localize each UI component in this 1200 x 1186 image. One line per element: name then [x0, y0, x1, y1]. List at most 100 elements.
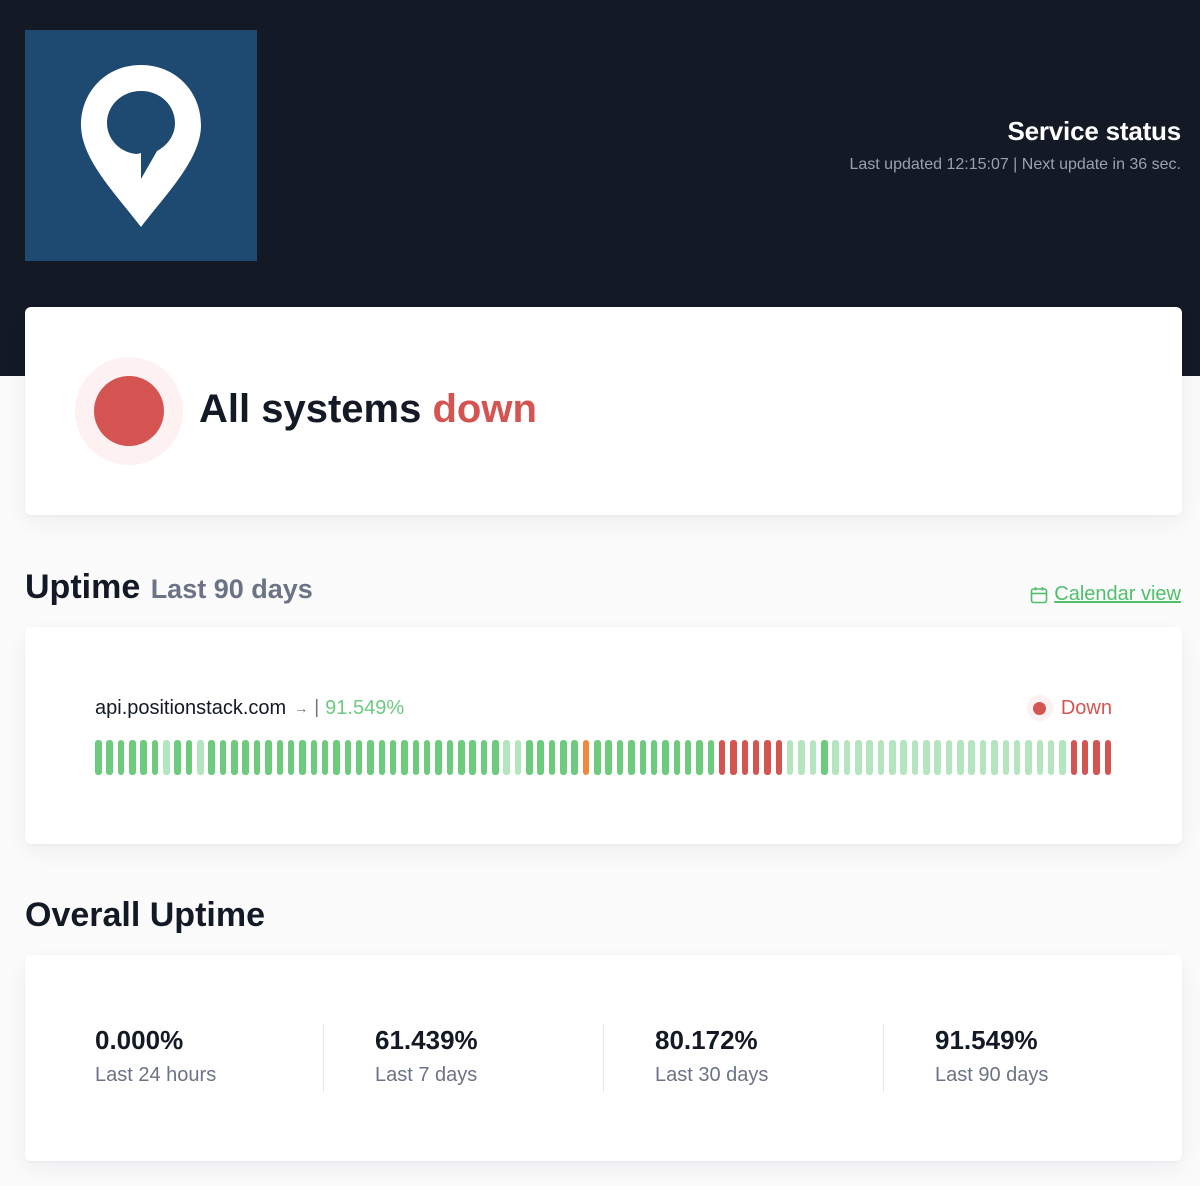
uptime-day-bar[interactable]	[333, 740, 340, 775]
uptime-day-bar[interactable]	[129, 740, 136, 775]
uptime-day-bar[interactable]	[809, 740, 817, 775]
calendar-view-link[interactable]: Calendar view	[1030, 583, 1181, 606]
uptime-day-bar[interactable]	[253, 740, 261, 775]
uptime-day-bar[interactable]	[321, 740, 329, 775]
uptime-day-bar[interactable]	[684, 740, 692, 775]
uptime-day-bar[interactable]	[276, 740, 283, 775]
uptime-day-bar[interactable]	[435, 740, 442, 775]
logo[interactable]	[25, 30, 257, 261]
uptime-day-bar[interactable]	[503, 740, 510, 775]
uptime-day-bar[interactable]	[991, 740, 998, 775]
uptime-day-bar[interactable]	[423, 740, 431, 775]
uptime-day-bar[interactable]	[696, 740, 703, 775]
uptime-day-bar[interactable]	[185, 740, 193, 775]
uptime-day-bar[interactable]	[1047, 740, 1055, 775]
uptime-day-bar[interactable]	[401, 740, 408, 775]
uptime-day-bar[interactable]	[469, 740, 476, 775]
uptime-day-bar[interactable]	[367, 740, 374, 775]
uptime-day-bar[interactable]	[242, 740, 249, 775]
uptime-day-bar[interactable]	[911, 740, 919, 775]
uptime-day-bar[interactable]	[1093, 740, 1100, 775]
uptime-day-bar[interactable]	[968, 740, 975, 775]
monitor-status-label: Down	[1060, 696, 1112, 719]
uptime-day-bar[interactable]	[662, 740, 669, 775]
uptime-day-bar[interactable]	[821, 740, 828, 775]
uptime-day-bar[interactable]	[265, 740, 272, 775]
uptime-day-bar[interactable]	[730, 740, 737, 775]
uptime-day-bar[interactable]	[412, 740, 420, 775]
uptime-day-bar[interactable]	[1013, 740, 1021, 775]
uptime-day-bar[interactable]	[140, 740, 147, 775]
status-indicator	[75, 357, 183, 465]
uptime-day-bar[interactable]	[355, 740, 363, 775]
uptime-day-bar[interactable]	[344, 740, 352, 775]
uptime-day-bar[interactable]	[764, 740, 771, 775]
uptime-day-bar[interactable]	[389, 740, 397, 775]
uptime-day-bar[interactable]	[957, 740, 964, 775]
uptime-day-bar[interactable]	[219, 740, 227, 775]
uptime-day-bar[interactable]	[945, 740, 953, 775]
uptime-day-bar[interactable]	[492, 740, 499, 775]
uptime-day-bar[interactable]	[1070, 740, 1078, 775]
uptime-day-bar[interactable]	[560, 740, 567, 775]
uptime-day-bar[interactable]	[786, 740, 794, 775]
uptime-day-bar[interactable]	[458, 740, 465, 775]
uptime-day-bar[interactable]	[571, 740, 578, 775]
uptime-day-bar[interactable]	[979, 740, 987, 775]
uptime-day-bar[interactable]	[537, 740, 544, 775]
uptime-day-bar[interactable]	[514, 740, 522, 775]
uptime-day-bar[interactable]	[378, 740, 386, 775]
uptime-day-bar[interactable]	[117, 740, 125, 775]
uptime-day-bar[interactable]	[287, 740, 295, 775]
uptime-day-bar[interactable]	[934, 740, 941, 775]
uptime-day-bar[interactable]	[106, 740, 113, 775]
calendar-view-label[interactable]: Calendar view	[1054, 583, 1181, 605]
uptime-day-bar[interactable]	[741, 740, 749, 775]
uptime-day-bar[interactable]	[174, 740, 181, 775]
uptime-day-bar[interactable]	[1059, 740, 1066, 775]
uptime-day-bar[interactable]	[923, 740, 930, 775]
uptime-day-bar[interactable]	[197, 740, 204, 775]
uptime-day-bar[interactable]	[628, 740, 635, 775]
uptime-day-bar[interactable]	[1025, 740, 1032, 775]
uptime-day-bar[interactable]	[718, 740, 726, 775]
uptime-day-bar[interactable]	[605, 740, 612, 775]
uptime-day-bar[interactable]	[752, 740, 760, 775]
uptime-day-bar[interactable]	[650, 740, 658, 775]
calendar-icon	[1030, 586, 1048, 603]
uptime-day-bar[interactable]	[480, 740, 488, 775]
uptime-day-bar[interactable]	[1104, 740, 1112, 775]
uptime-day-bar[interactable]	[208, 740, 215, 775]
uptime-day-bar[interactable]	[798, 740, 805, 775]
uptime-day-bar[interactable]	[889, 740, 896, 775]
uptime-day-bar[interactable]	[231, 740, 238, 775]
uptime-day-bar[interactable]	[1002, 740, 1009, 775]
uptime-day-bar[interactable]	[900, 740, 907, 775]
overall-status-text: All systems down	[199, 387, 537, 432]
last-updated-text: Last updated 12:15:07 | Next update in 3…	[849, 156, 1181, 173]
uptime-day-bar[interactable]	[639, 740, 646, 775]
uptime-day-bar[interactable]	[775, 740, 783, 775]
uptime-day-bar[interactable]	[707, 740, 715, 775]
uptime-day-bar[interactable]	[95, 740, 102, 775]
uptime-day-bar[interactable]	[843, 740, 851, 775]
uptime-day-bar[interactable]	[877, 740, 885, 775]
uptime-day-bar[interactable]	[548, 740, 556, 775]
uptime-day-bar[interactable]	[855, 740, 862, 775]
uptime-day-bar[interactable]	[151, 740, 159, 775]
uptime-day-bar[interactable]	[299, 740, 306, 775]
uptime-day-bar[interactable]	[163, 740, 170, 775]
uptime-day-bar[interactable]	[1081, 740, 1089, 775]
uptime-day-bar[interactable]	[866, 740, 873, 775]
uptime-day-bar[interactable]	[673, 740, 681, 775]
uptime-day-bar[interactable]	[446, 740, 454, 775]
arrow-right-icon[interactable]: →	[294, 700, 309, 716]
uptime-day-bar[interactable]	[526, 740, 533, 775]
uptime-day-bar[interactable]	[594, 740, 601, 775]
uptime-day-bar[interactable]	[616, 740, 624, 775]
uptime-day-bar[interactable]	[1036, 740, 1044, 775]
uptime-day-bar[interactable]	[310, 740, 318, 775]
uptime-day-bar[interactable]	[582, 740, 590, 775]
uptime-day-bar[interactable]	[832, 740, 839, 775]
stat-value: 91.549%	[935, 1025, 1038, 1055]
